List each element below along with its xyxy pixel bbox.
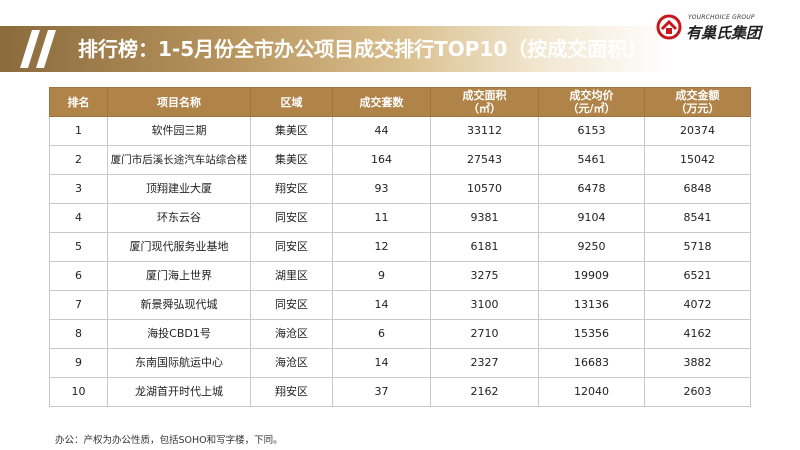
table-cell: 9250	[538, 232, 645, 262]
table-cell: 厦门海上世界	[107, 261, 251, 291]
table-cell: 2162	[430, 377, 539, 407]
table-cell: 44	[332, 116, 431, 146]
table-cell: 5	[49, 232, 108, 262]
banner-stripes-icon	[20, 30, 56, 68]
table-cell: 3275	[430, 261, 539, 291]
table-cell: 同安区	[250, 232, 333, 262]
column-header: 成交金额 （万元）	[644, 87, 751, 117]
column-header: 成交面积 （㎡）	[430, 87, 539, 117]
table-cell: 同安区	[250, 203, 333, 233]
table-cell: 1	[49, 116, 108, 146]
table-cell: 37	[332, 377, 431, 407]
table-cell: 13136	[538, 290, 645, 320]
table-cell: 2	[49, 145, 108, 175]
table-cell: 14	[332, 348, 431, 378]
column-header: 项目名称	[107, 87, 251, 117]
table-cell: 6153	[538, 116, 645, 146]
table-cell: 集美区	[250, 116, 333, 146]
table-cell: 2710	[430, 319, 539, 349]
table-cell: 9	[49, 348, 108, 378]
table-cell: 翔安区	[250, 377, 333, 407]
table-cell: 软件园三期	[107, 116, 251, 146]
title-banner	[0, 26, 670, 72]
table-cell: 93	[332, 174, 431, 204]
table-cell: 15042	[644, 145, 751, 175]
table-cell: 27543	[430, 145, 539, 175]
table-cell: 9	[332, 261, 431, 291]
column-header: 成交均价 （元/㎡）	[538, 87, 645, 117]
table-cell: 19909	[538, 261, 645, 291]
table-cell: 6848	[644, 174, 751, 204]
table-cell: 6181	[430, 232, 539, 262]
table-cell: 2603	[644, 377, 751, 407]
footnote: 办公：产权为办公性质，包括SOHO和写字楼，下同。	[55, 435, 283, 446]
table-cell: 5718	[644, 232, 751, 262]
table-row: 8 海投CBD1号 海沧区 6 2710 15356 4162	[49, 319, 751, 349]
table-cell: 5461	[538, 145, 645, 175]
table-cell: 海沧区	[250, 319, 333, 349]
column-header: 排名	[49, 87, 108, 117]
table-cell: 10570	[430, 174, 539, 204]
table-cell: 集美区	[250, 145, 333, 175]
logo-subtitle: YOURCHOICE GROUP	[688, 14, 755, 21]
table-cell: 16683	[538, 348, 645, 378]
table-cell: 翔安区	[250, 174, 333, 204]
table-cell: 2327	[430, 348, 539, 378]
table-cell: 东南国际航运中心	[107, 348, 251, 378]
table-cell: 12	[332, 232, 431, 262]
table-cell: 11	[332, 203, 431, 233]
table-cell: 环东云谷	[107, 203, 251, 233]
table-cell: 8541	[644, 203, 751, 233]
table-row: 7 新景舜弘现代城 同安区 14 3100 13136 4072	[49, 290, 751, 320]
table-cell: 164	[332, 145, 431, 175]
table-cell: 20374	[644, 116, 751, 146]
table-cell: 3	[49, 174, 108, 204]
table-cell: 3100	[430, 290, 539, 320]
table-cell: 同安区	[250, 290, 333, 320]
column-header: 区域	[250, 87, 333, 117]
table-cell: 厦门市后溪长途汽车站综合楼	[107, 145, 251, 175]
table-row: 6 厦门海上世界 湖里区 9 3275 19909 6521	[49, 261, 751, 291]
logo-name: 有巢氏集团	[686, 24, 762, 42]
table-cell: 9104	[538, 203, 645, 233]
table-row: 5 厦门现代服务业基地 同安区 12 6181 9250 5718	[49, 232, 751, 262]
table-header-row: 排名 项目名称 区域 成交套数 成交面积 （㎡） 成交均价 （元/㎡） 成交金额 （万元）	[49, 87, 751, 117]
table-cell: 龙湖首开时代上城	[107, 377, 251, 407]
table-cell: 8	[49, 319, 108, 349]
table-cell: 10	[49, 377, 108, 407]
table-cell: 9381	[430, 203, 539, 233]
table-cell: 厦门现代服务业基地	[107, 232, 251, 262]
table-cell: 6	[49, 261, 108, 291]
table-cell: 12040	[538, 377, 645, 407]
table-cell: 14	[332, 290, 431, 320]
table-cell: 6	[332, 319, 431, 349]
table-cell: 4072	[644, 290, 751, 320]
company-logo: YOURCHOICE GROUP 有巢氏集团	[656, 6, 796, 46]
table-cell: 海投CBD1号	[107, 319, 251, 349]
table-row: 2 厦门市后溪长途汽车站综合楼 集美区 164 27543 5461 15042	[49, 145, 751, 175]
table-row: 9 东南国际航运中心 海沧区 14 2327 16683 3882	[49, 348, 751, 378]
table-cell: 4	[49, 203, 108, 233]
column-header: 成交套数	[332, 87, 431, 117]
ranking-table: 排名 项目名称 区域 成交套数 成交面积 （㎡） 成交均价 （元/㎡） 成交金额 （万元） …	[49, 87, 751, 407]
table-row: 10 龙湖首开时代上城 翔安区 37 2162 12040 2603	[49, 377, 751, 407]
page-title: 排行榜：1-5月份全市办公项目成交排行TOP10（按成交面积）	[78, 37, 648, 61]
table-cell: 新景舜弘现代城	[107, 290, 251, 320]
table-cell: 6478	[538, 174, 645, 204]
table-cell: 4162	[644, 319, 751, 349]
table-body: 1 软件园三期 集美区 44 33112 6153 20374 2 厦门市后溪长途汽车站综合楼集…	[49, 116, 751, 407]
table-cell: 33112	[430, 116, 539, 146]
table-row: 4 环东云谷 同安区 11 9381 9104 8541	[49, 203, 751, 233]
table-cell: 顶翔建业大厦	[107, 174, 251, 204]
table-cell: 6521	[644, 261, 751, 291]
table-cell: 湖里区	[250, 261, 333, 291]
table-row: 3 顶翔建业大厦 翔安区 93 10570 6478 6848	[49, 174, 751, 204]
table-cell: 海沧区	[250, 348, 333, 378]
logo-nest-icon	[656, 14, 682, 40]
table-row: 1 软件园三期 集美区 44 33112 6153 20374	[49, 116, 751, 146]
table-cell: 7	[49, 290, 108, 320]
table-cell: 15356	[538, 319, 645, 349]
table-cell: 3882	[644, 348, 751, 378]
